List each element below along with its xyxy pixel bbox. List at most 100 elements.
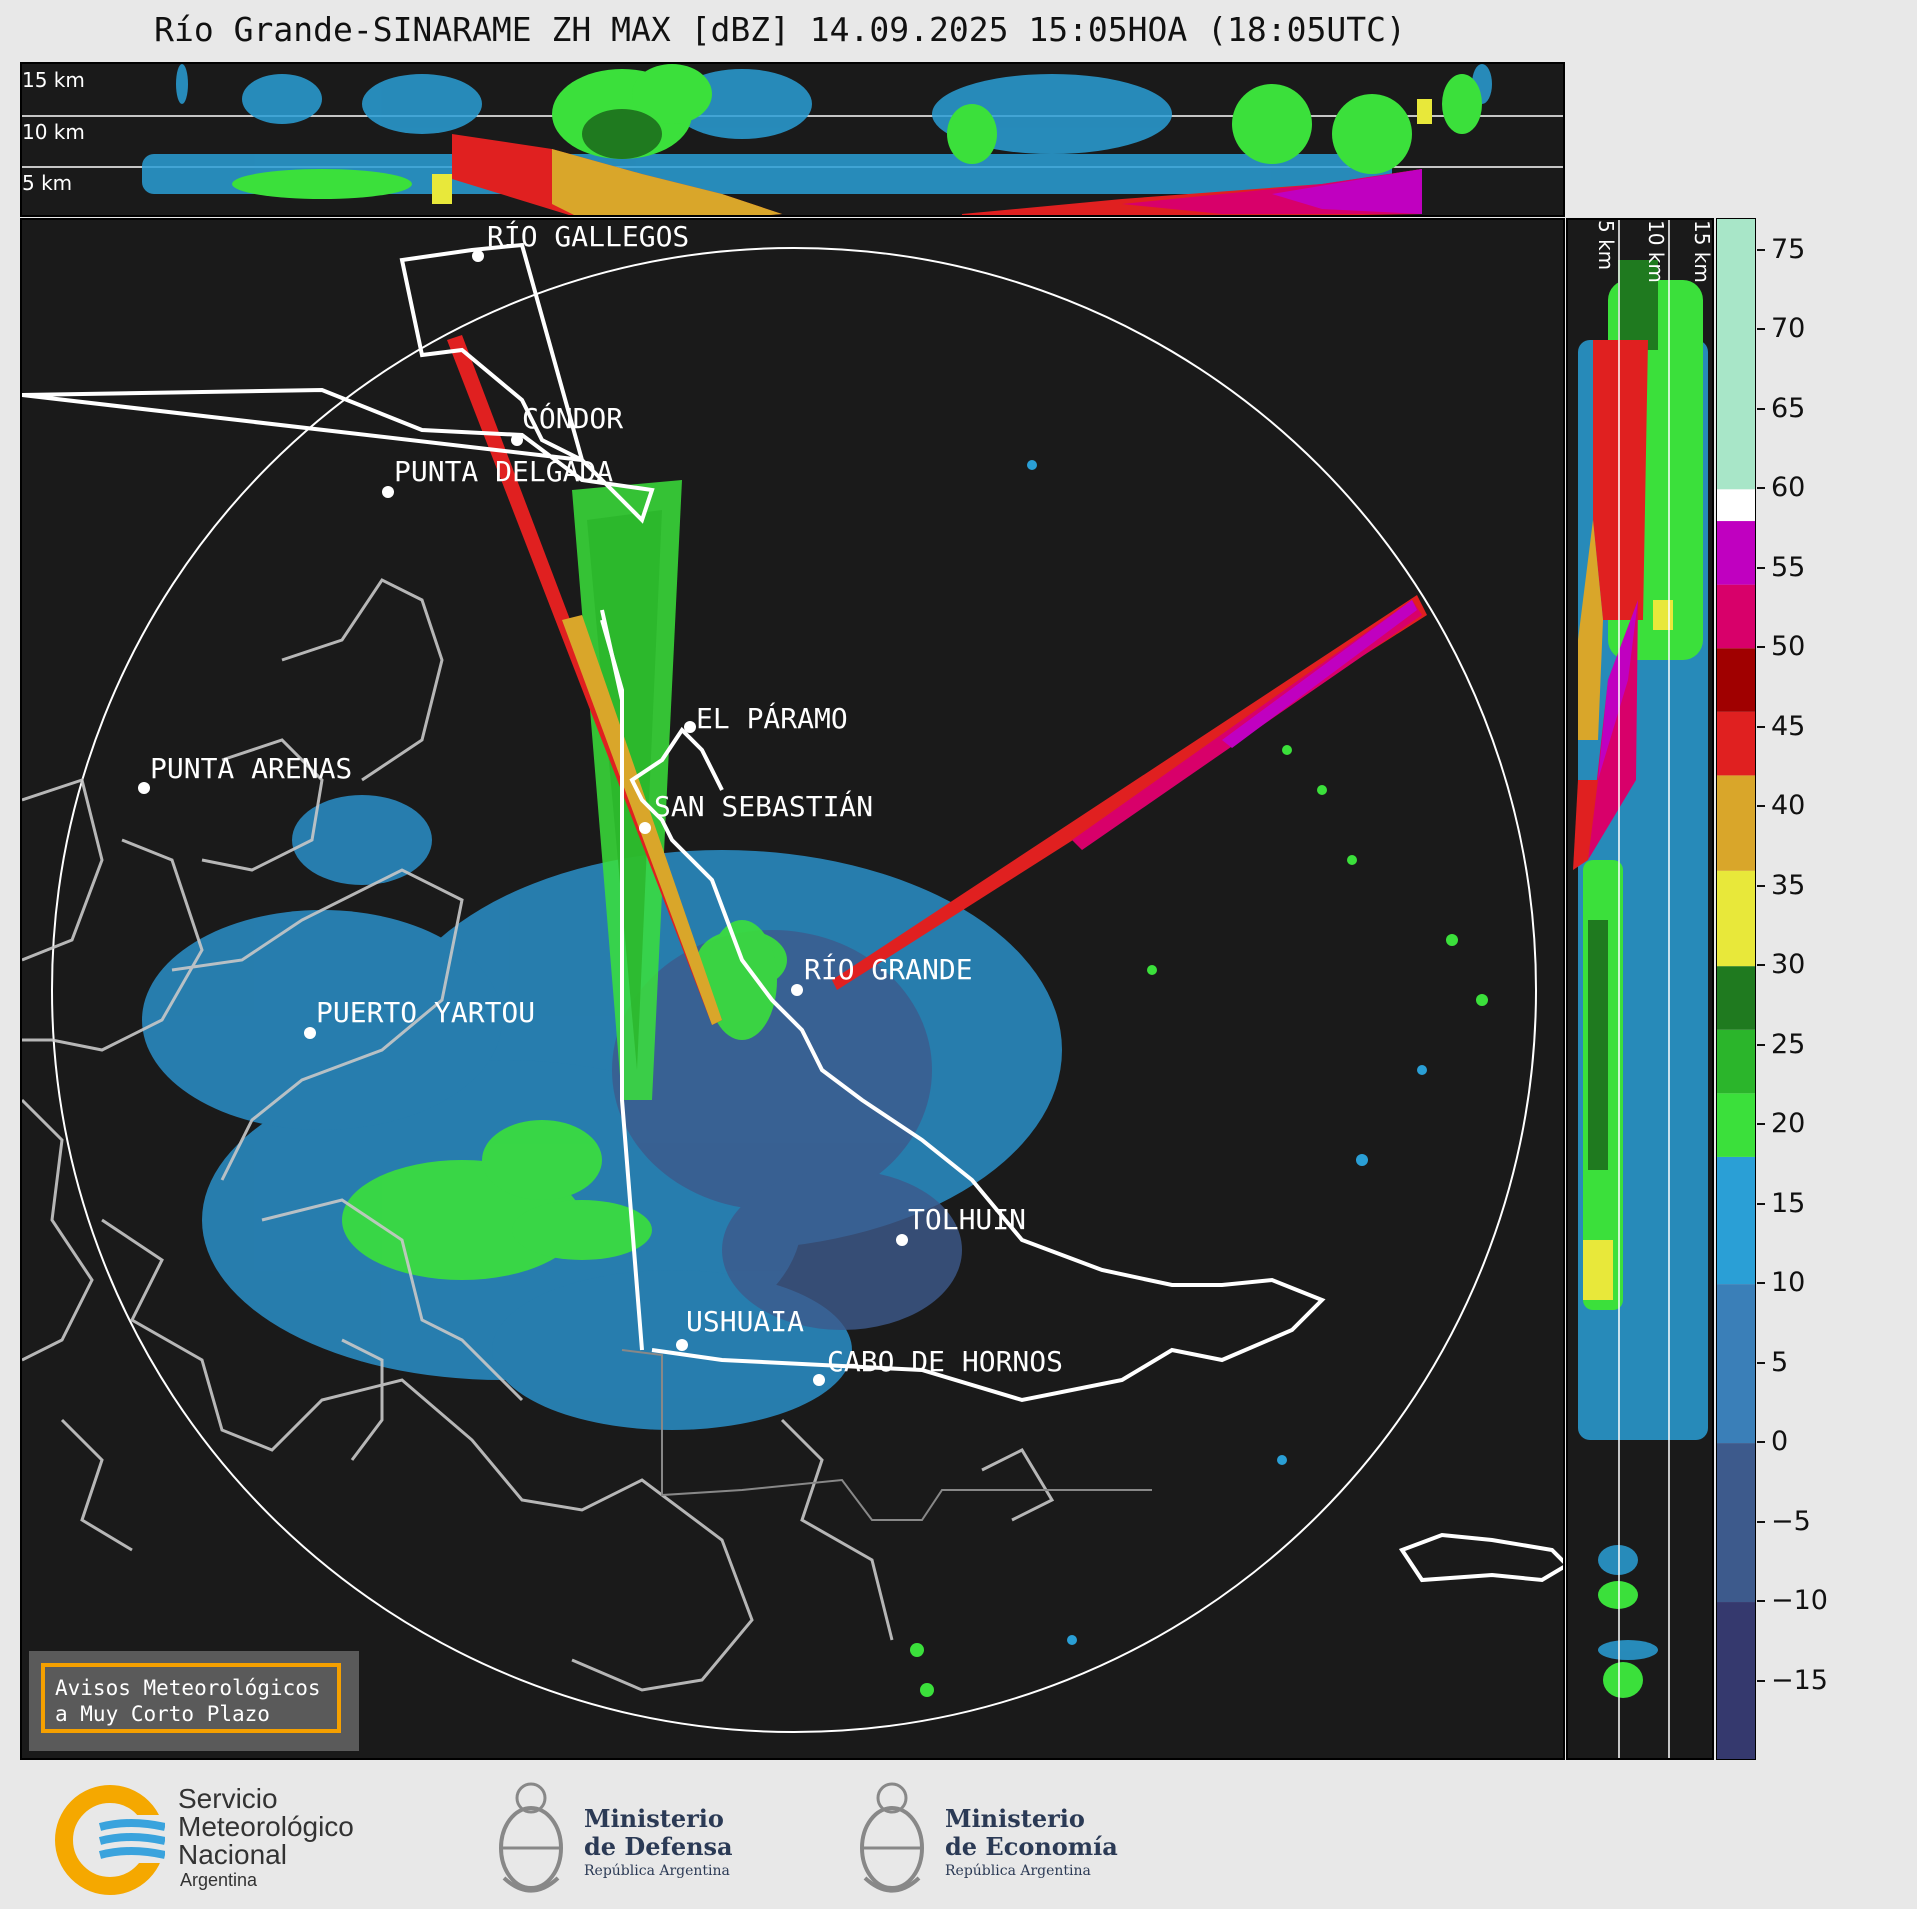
smn-logo-icon [55,1785,165,1895]
colorbar-band-5 [1717,1029,1755,1094]
colorbar-tick-label: 60 [1757,473,1857,503]
top-cross-section-plot [22,64,1563,215]
map-title: Río Grande-SINARAME ZH MAX [dBZ] 14.09.2… [154,10,1406,49]
colorbar-tick-text: 10 [1771,1267,1806,1299]
colorbar-band-14 [1717,219,1755,490]
city-label-el-paramo: EL PÁRAMO [696,702,848,735]
radar-map[interactable]: RÍO GALLEGOS CÓNDOR PUNTA DELGADA EL PÁR… [20,218,1565,1760]
colorbar-tick-label: −5 [1757,1505,1857,1537]
colorbar-tick-label: 5 [1757,1346,1857,1378]
city-label-san-sebastian: SAN SEBASTIÁN [654,790,874,823]
colorbar-tick-label: 45 [1757,710,1857,742]
radar-map-svg [22,242,1563,1733]
colorbar-tick-label: 70 [1757,314,1857,344]
colorbar-tick-label: 10 [1757,1268,1857,1298]
escudo-defensa-icon [499,1782,563,1893]
colorbar-band-2 [1717,1284,1755,1444]
defensa-line-3: República Argentina [584,1863,730,1879]
colorbar-tick-label: 50 [1757,632,1857,662]
warning-line-1: Avisos Meteorológicos [55,1676,321,1700]
colorbar-tick-text: 30 [1771,949,1806,981]
smn-line-3: Nacional [178,1839,287,1870]
city-label-ushuaia: USHUAIA [686,1305,805,1338]
colorbar-tick-text: 75 [1771,233,1806,265]
colorbar-tick-label: 75 [1757,233,1857,265]
colorbar-gradient [1717,219,1755,1759]
colorbar-tick-text: 50 [1771,631,1806,663]
colorbar-tick-text: 55 [1771,551,1806,583]
colorbar-band-7 [1717,870,1755,967]
colorbar-tick-label: 35 [1757,869,1857,901]
colorbar-tick-text: 0 [1771,1426,1789,1458]
smn-logo-text: Servicio Meteorológico Nacional Argentin… [178,1785,354,1891]
top-cross-section: 15 km 10 km 5 km [20,62,1565,217]
colorbar-tick-label: −10 [1757,1586,1857,1616]
smn-line-2: Meteorológico [178,1811,354,1842]
colorbar-tick-label: 15 [1757,1187,1857,1219]
colorbar-tick-label: 40 [1757,791,1857,821]
economia-line-3: República Argentina [945,1863,1091,1879]
coastline [22,578,1055,1692]
colorbar-tick-text: 60 [1771,472,1806,504]
defensa-line-2: de Defensa [584,1832,733,1861]
colorbar-band-10 [1717,648,1755,712]
warning-line-2: a Muy Corto Plazo [55,1702,270,1726]
colorbar-tick-text: 70 [1771,313,1806,345]
escudo-economia-icon [860,1782,924,1893]
side-cross-section-plot [1573,220,1708,1758]
colorbar-tick-text: −10 [1771,1585,1828,1617]
colorbar-band-13 [1717,489,1755,522]
side-altitude-label-10-km: 10 km [1644,220,1668,283]
colorbar-band-0 [1717,1602,1755,1759]
colorbar-tick-label: 25 [1757,1028,1857,1060]
colorbar-tick-label: 30 [1757,950,1857,980]
economia-logo-text: Ministerio de Economía República Argenti… [945,1805,1118,1881]
economia-line-2: de Economía [945,1832,1118,1861]
colorbar-tick-label: 55 [1757,551,1857,583]
colorbar-tick-label: −15 [1757,1664,1857,1696]
side-altitude-label-15-km: 15 km [1690,220,1714,283]
side-cross-section: 5 km 10 km 15 km [1566,218,1714,1760]
city-label-tolhuin: TOLHUIN [908,1203,1027,1236]
colorbar-tick-label: 0 [1757,1427,1857,1457]
defensa-logo-text: Ministerio de Defensa República Argentin… [584,1805,733,1881]
city-label-rio-grande: RÍO GRANDE [804,953,973,986]
footer: Servicio Meteorológico Nacional Argentin… [0,1760,1917,1909]
top-altitude-label-5: 5 km [22,171,73,195]
warning-box[interactable]: Avisos Meteorológicos a Muy Corto Plazo [29,1651,359,1751]
colorbar-tick-text: 5 [1771,1346,1789,1378]
city-label-punta-arenas: PUNTA ARENAS [150,752,353,785]
defensa-line-1: Ministerio [584,1804,724,1833]
smn-line-1: Servicio [178,1783,278,1814]
colorbar-tick-text: 15 [1771,1187,1806,1219]
colorbar [1716,218,1756,1760]
colorbar-band-4 [1717,1093,1755,1157]
smn-line-4: Argentina [180,1870,258,1890]
city-label-cabo-de-hornos: CABO DE HORNOS [827,1345,1064,1378]
colorbar-tick-text: 65 [1771,392,1806,424]
warning-box-inner[interactable]: Avisos Meteorológicos a Muy Corto Plazo [41,1663,341,1733]
colorbar-tick-text: 45 [1771,710,1806,742]
colorbar-band-3 [1717,1156,1755,1285]
top-altitude-label-15: 15 km [22,68,85,92]
city-label-punta-delgada: PUNTA DELGADA [394,455,614,488]
colorbar-tick-label: 65 [1757,392,1857,424]
colorbar-ticks: 75 70 65 60 55 50 45 40 35 30 25 20 15 10 5 0 −5 −10 −15 [1757,218,1857,1760]
colorbar-band-9 [1717,711,1755,776]
economia-line-1: Ministerio [945,1804,1085,1833]
colorbar-tick-label: 20 [1757,1109,1857,1139]
colorbar-tick-text: 35 [1771,869,1806,901]
city-label-condor: CÓNDOR [522,402,624,435]
reflectivity-green-cells [342,920,787,1280]
colorbar-tick-text: 20 [1771,1108,1806,1140]
colorbar-band-12 [1717,521,1755,585]
colorbar-tick-text: −5 [1771,1505,1811,1537]
city-label-puerto-yartou: PUERTO YARTOU [316,996,536,1029]
colorbar-tick-text: 25 [1771,1028,1806,1060]
colorbar-band-11 [1717,584,1755,649]
colorbar-tick-text: 40 [1771,790,1806,822]
city-label-rio-gallegos: RÍO GALLEGOS [487,220,690,253]
colorbar-band-1 [1717,1443,1755,1603]
top-altitude-label-10: 10 km [22,120,85,144]
colorbar-tick-text: −15 [1771,1664,1828,1696]
